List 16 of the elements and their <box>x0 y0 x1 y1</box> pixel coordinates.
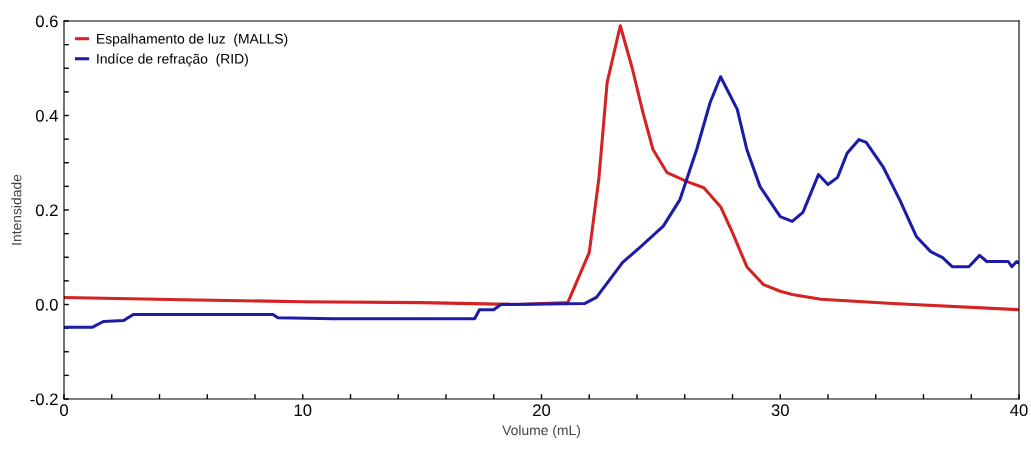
x-tick-label: 20 <box>533 404 551 417</box>
line-series <box>64 24 1019 312</box>
legend-label: Indíce de refração (RID) <box>97 53 248 67</box>
legend-label: Espalhamento de luz (MALLS) <box>97 33 288 47</box>
x-tick-label: 10 <box>294 404 312 417</box>
x-axis-title: Volume (mL) <box>502 424 581 438</box>
y-tick-label: 0.6 <box>35 15 58 28</box>
x-tick-label: 30 <box>771 404 789 417</box>
line-series <box>64 75 1019 329</box>
x-tick-label: 40 <box>1010 404 1028 417</box>
y-tick-label: 0.0 <box>35 298 58 311</box>
x-tick-label: 0 <box>60 404 68 417</box>
y-tick-label: 0.4 <box>35 109 58 122</box>
y-axis-title: Intensidade <box>11 174 22 245</box>
y-tick-label: -0.2 <box>30 393 58 406</box>
y-tick-label: 0.2 <box>35 204 58 217</box>
